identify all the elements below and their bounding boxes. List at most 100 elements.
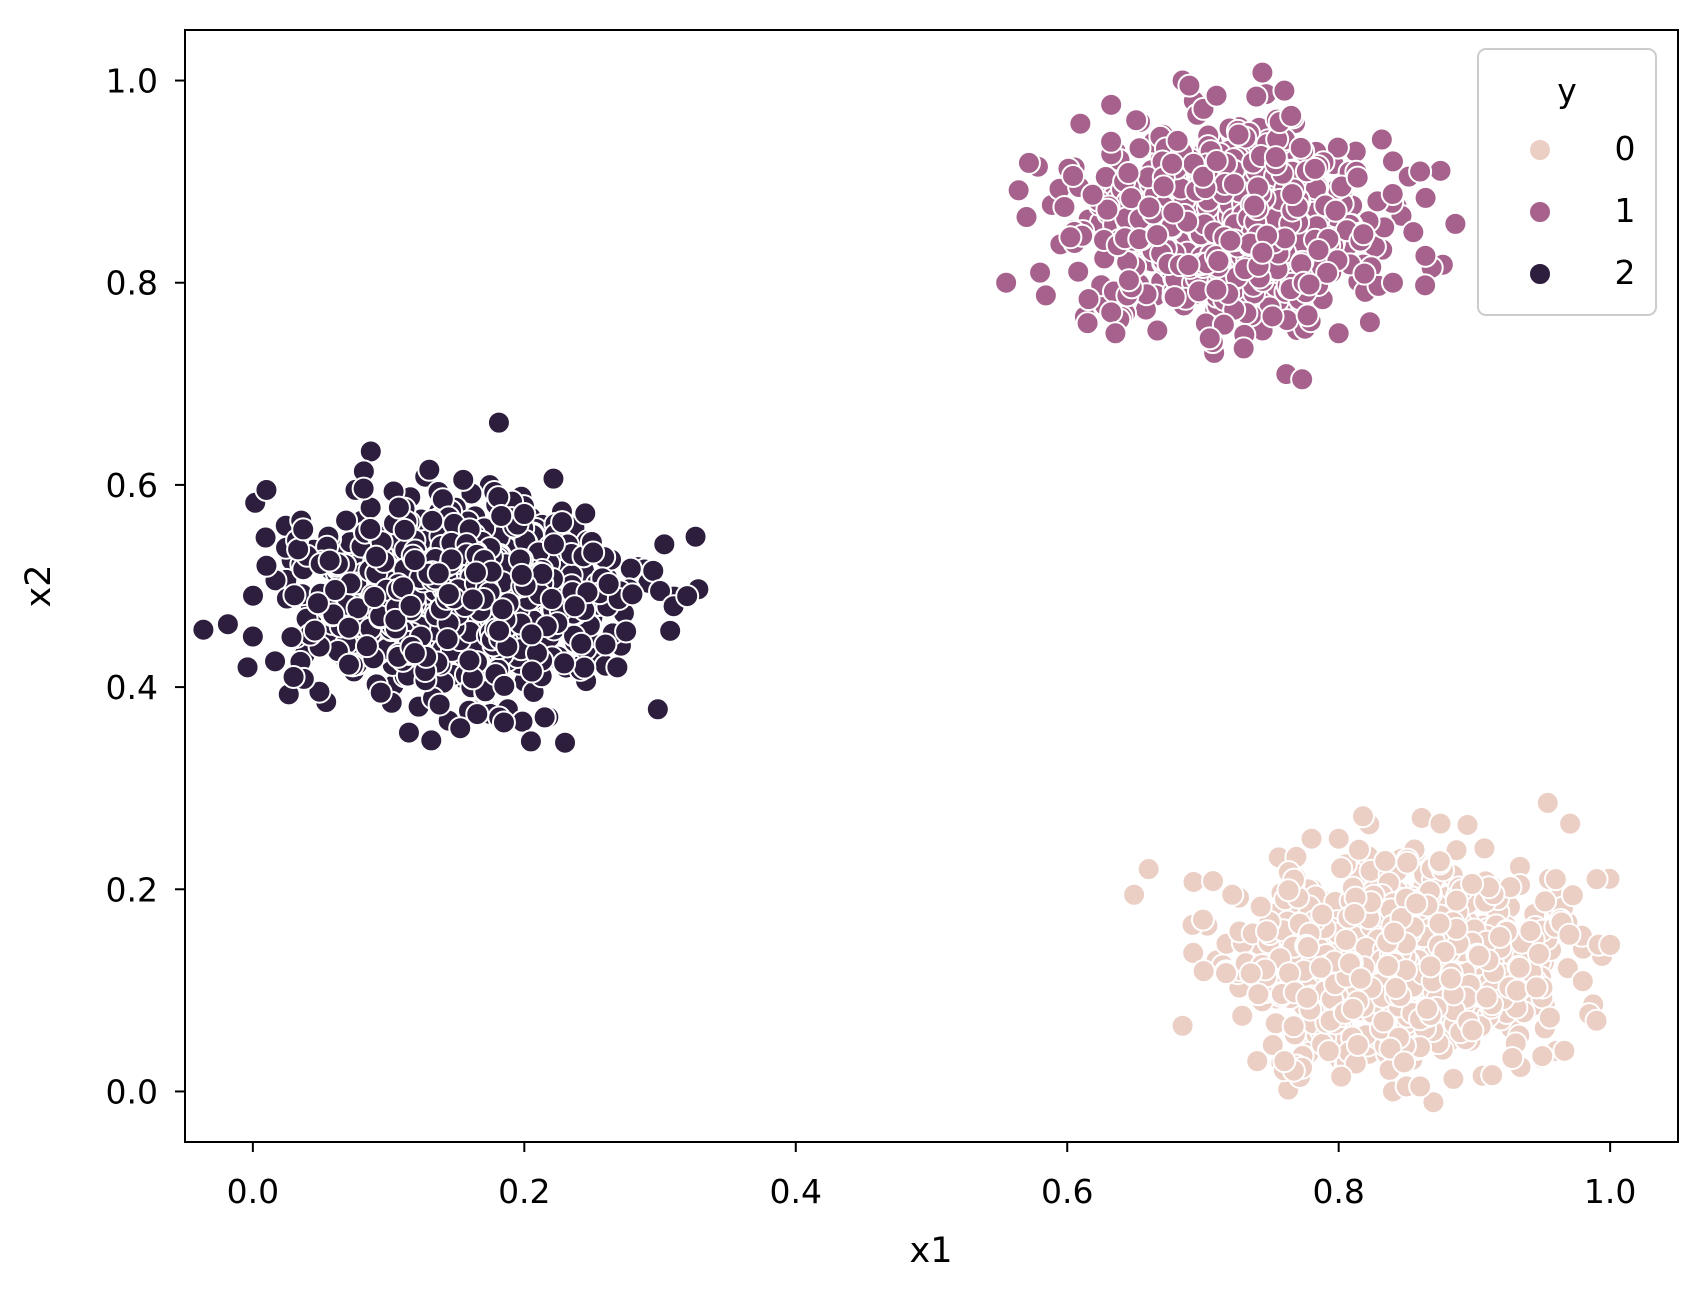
series-1-point-987: [1263, 145, 1288, 170]
series-0-point-418: [1441, 1066, 1466, 1091]
series-0-point-967: [1418, 954, 1443, 979]
series-2-point-960: [354, 634, 379, 659]
series-2-point-944: [358, 516, 383, 541]
series-1-point-360: [1244, 84, 1269, 109]
series-2-point-947: [519, 622, 544, 647]
series-2-point-791: [465, 702, 490, 727]
y-tick-label-4: 0.8: [106, 264, 158, 303]
series-1-point-1011: [1326, 321, 1351, 346]
series-2-point-925: [605, 655, 630, 680]
axes-layer: [184, 29, 1679, 1143]
legend-label-1: 1: [1615, 191, 1636, 230]
series-2-point-978: [620, 582, 645, 607]
series-2-point-78: [652, 532, 677, 557]
series-2-point-875: [512, 502, 537, 527]
series-1-point-1010: [1279, 103, 1304, 128]
series-2-point-966: [362, 585, 387, 610]
series-0-point-738: [1201, 869, 1226, 894]
series-1-point-1005: [1177, 73, 1202, 98]
series-2-point-968: [486, 410, 511, 435]
series-2-point-661: [645, 697, 670, 722]
series-0-point-812: [1455, 812, 1480, 837]
series-0-point-1013: [1543, 867, 1568, 892]
series-1-point-781: [1099, 300, 1124, 325]
series-0-point-764: [1537, 1005, 1562, 1030]
series-0-point-720: [1281, 1014, 1306, 1039]
series-1-point-1001: [1014, 205, 1039, 230]
series-1-point-967: [1221, 172, 1246, 197]
series-0-point-1017: [1598, 932, 1623, 957]
series-2-point-980: [490, 597, 515, 622]
series-0-point-1014: [1557, 922, 1582, 947]
legend-marker-0: [1528, 138, 1552, 162]
series-0-point-912: [1560, 883, 1585, 908]
series-1-point-835: [1288, 135, 1313, 160]
series-0-point-258: [1558, 811, 1583, 836]
series-1-point-1000: [994, 270, 1019, 295]
series-2-point-873: [448, 716, 473, 741]
series-1-point-794: [1099, 129, 1124, 154]
series-0-point-557: [1246, 982, 1271, 1007]
series-2-point-880: [492, 673, 517, 698]
series-1-point-525: [1068, 111, 1093, 136]
x-tick-label-0: 0.0: [227, 1172, 279, 1211]
y-tick-label-0: 0.0: [106, 1072, 158, 1111]
series-1-point-10: [1006, 178, 1031, 203]
series-1-point-953: [1145, 223, 1170, 248]
series-1-point-1013: [1401, 220, 1426, 245]
y-ticks-layer: 0.0 0.2 0.4 0.6 0.8 1.0: [106, 62, 185, 1111]
series-0-point-974: [1238, 961, 1263, 986]
series-2-point-965: [383, 607, 408, 632]
series-0-point-1003: [1245, 1049, 1270, 1074]
series-2-point-982: [305, 591, 330, 616]
y-tick-label-3: 0.6: [106, 466, 158, 505]
series-1-point-701: [1226, 122, 1251, 147]
series-2-point-805: [286, 537, 311, 562]
legend-marker-2: [1528, 262, 1552, 286]
series-1-point-965: [1095, 197, 1120, 222]
series-1-point-567: [1290, 367, 1315, 392]
series-2-point-996: [463, 560, 488, 585]
series-2-point-343: [573, 501, 598, 526]
series-0-point-999: [1340, 996, 1365, 1021]
series-2-point-843: [291, 517, 316, 542]
series-2-point-1012: [648, 579, 673, 604]
series-2-point-662: [334, 508, 359, 533]
series-0-point-943: [1308, 955, 1333, 980]
series-0-point-428: [1260, 1033, 1285, 1058]
series-2-point-995: [552, 651, 577, 676]
series-0-point-997: [1383, 976, 1408, 1001]
series-2-point-840: [307, 679, 332, 704]
series-0-point-867: [1373, 849, 1398, 874]
series-2-point-149: [253, 525, 278, 550]
series-0-point-1005: [1299, 826, 1324, 851]
series-1-point-995: [1218, 228, 1243, 253]
series-0-point-722: [1460, 871, 1485, 896]
y-tick-label-2: 0.4: [106, 668, 158, 707]
series-1-point-257: [1443, 211, 1468, 236]
series-1-point-1015: [1380, 270, 1405, 295]
series-2-point-891: [569, 631, 594, 656]
series-1-point-982: [1151, 174, 1176, 199]
series-2-point-676: [368, 680, 393, 705]
series-1-point-875: [1127, 136, 1152, 161]
series-1-point-898: [1165, 128, 1190, 153]
series-0-point-891: [1500, 1045, 1525, 1070]
legend-label-0: 0: [1615, 129, 1636, 168]
series-1-point-988: [1160, 151, 1185, 176]
series-0-point-963: [1254, 919, 1279, 944]
series-1-point-991: [1297, 272, 1322, 297]
series-1-point-1007: [1197, 326, 1222, 351]
series-2-point-1006: [451, 467, 476, 492]
series-2-point-800: [593, 632, 618, 657]
series-2-point-961: [489, 503, 514, 528]
series-2-point-861: [235, 655, 260, 680]
series-2-point-865: [541, 532, 566, 557]
series-2-point-911: [302, 618, 327, 643]
series-1-point-990: [1176, 253, 1201, 278]
series-0-point-1002: [1190, 907, 1215, 932]
series-2-point-318: [215, 612, 240, 637]
series-1-point-887: [1162, 285, 1187, 310]
series-0-point-958: [1295, 985, 1320, 1010]
series-0-point-994: [1466, 943, 1491, 968]
